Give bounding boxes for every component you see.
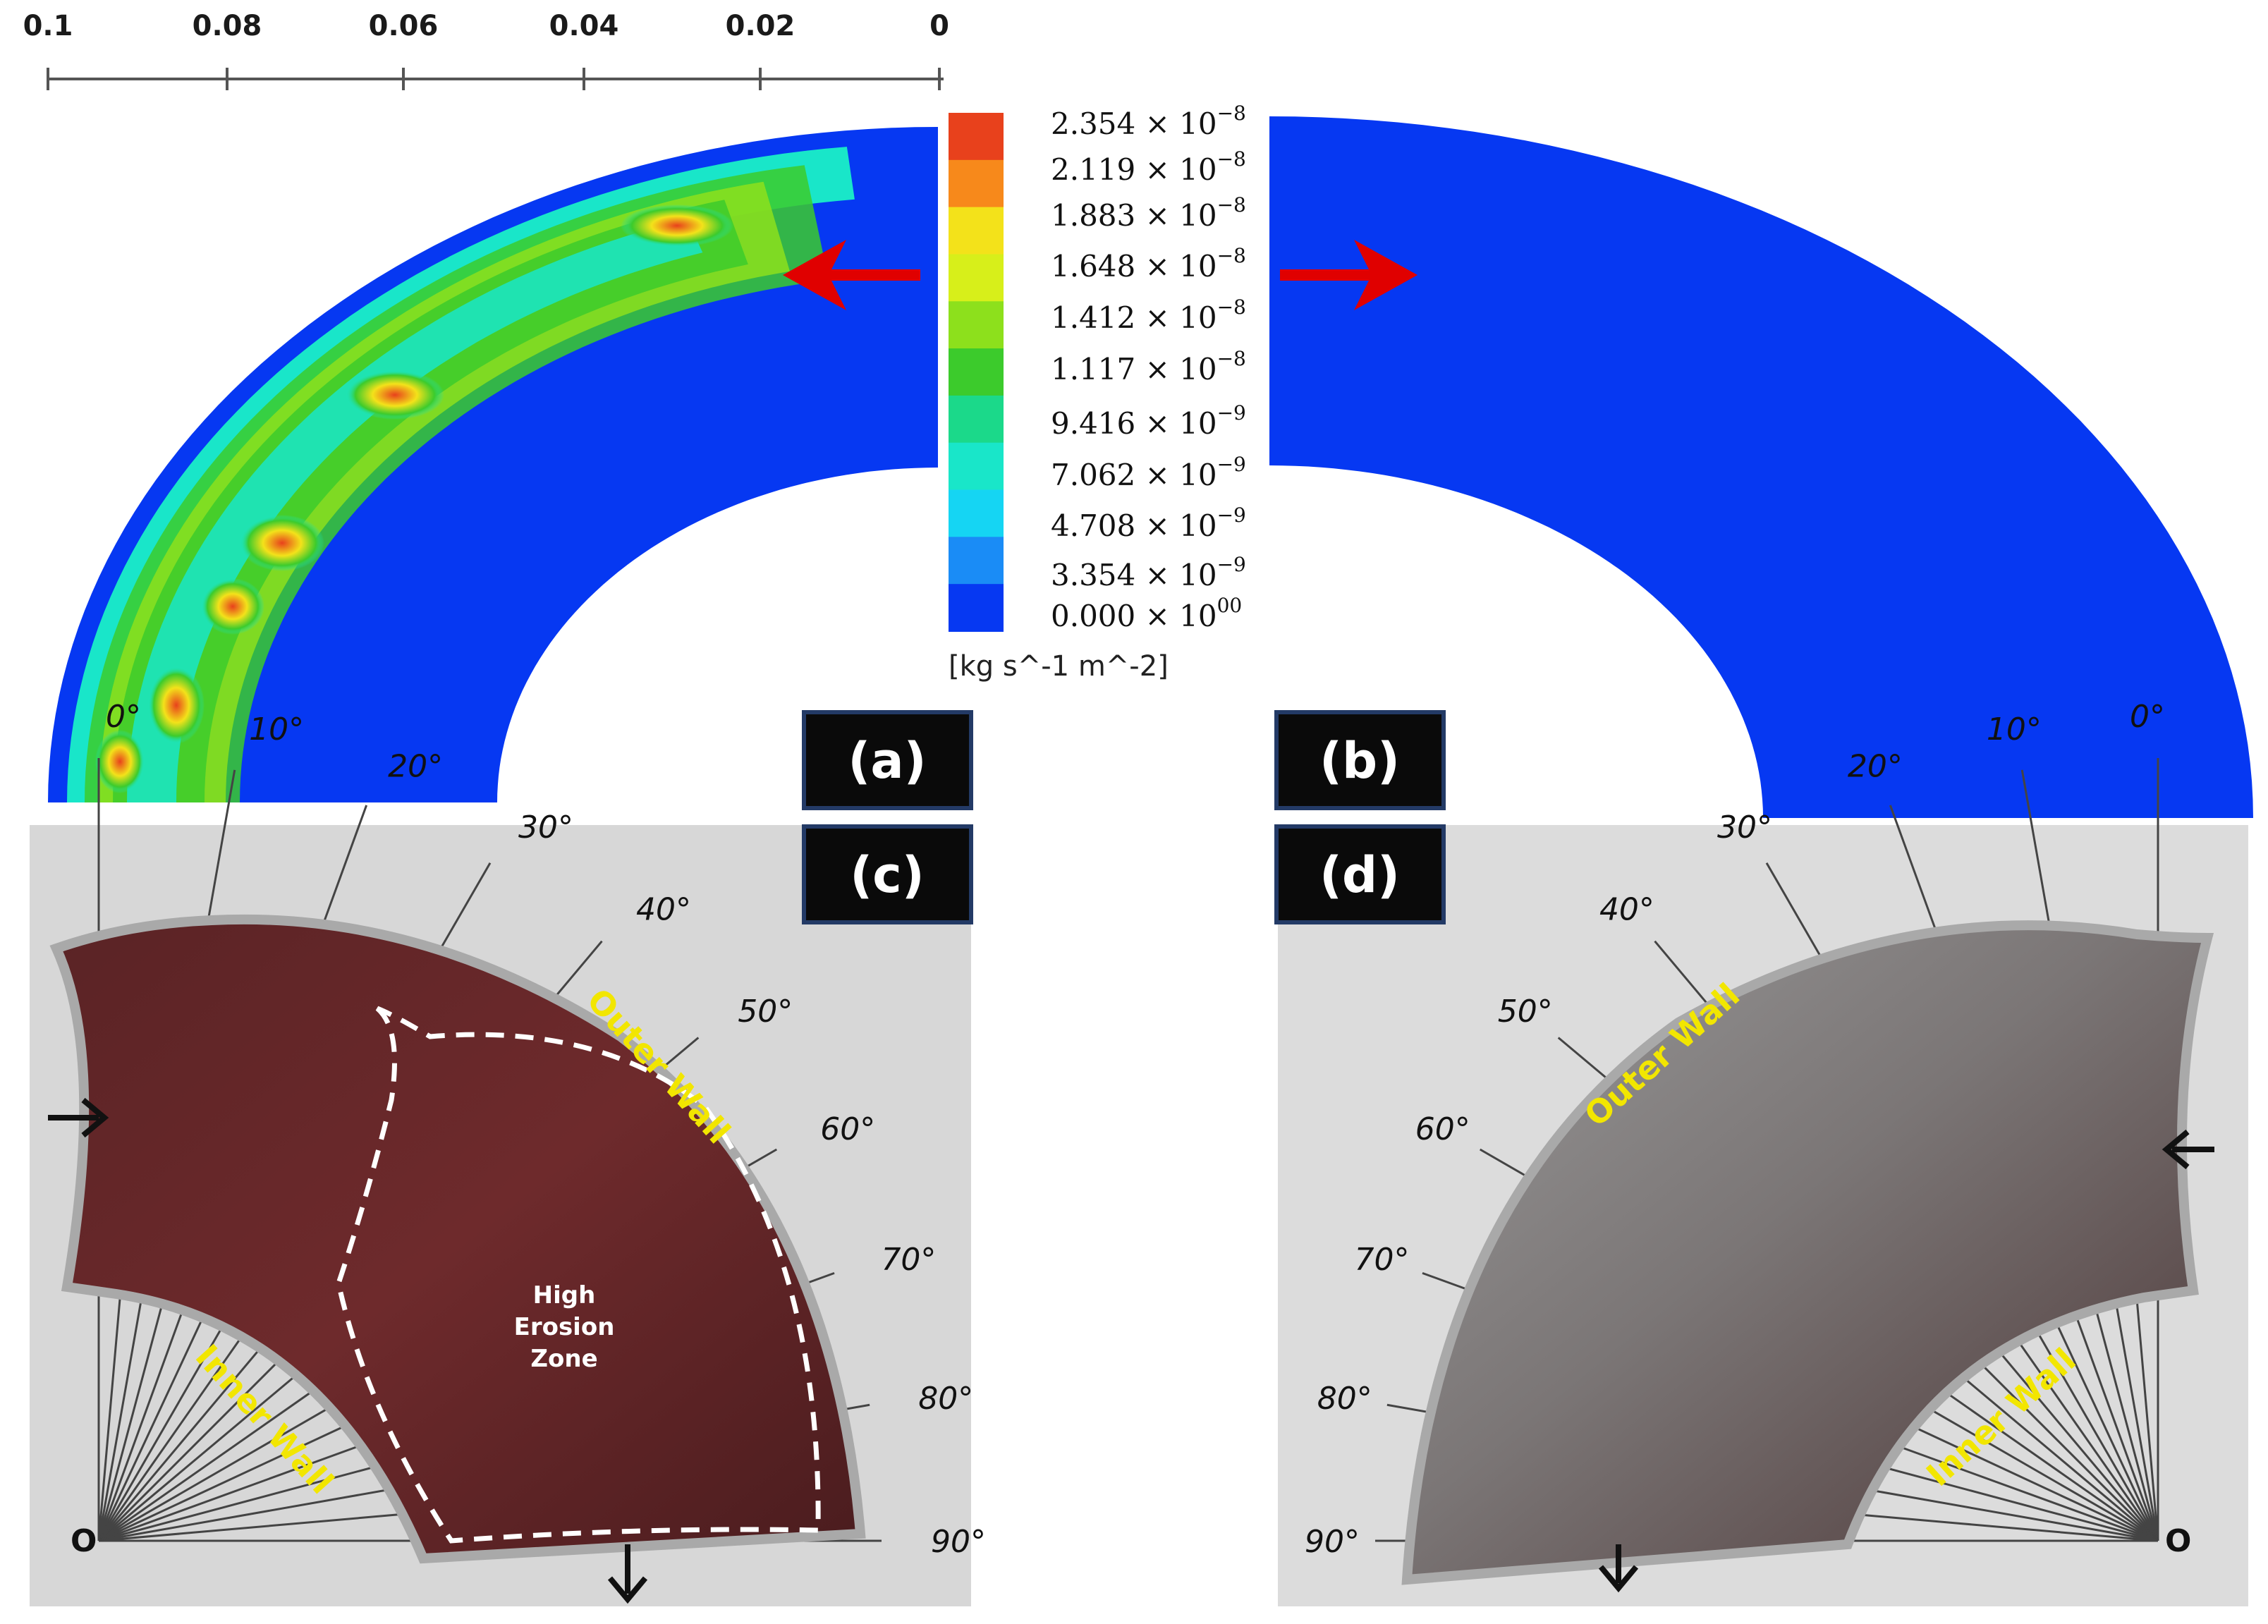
svg-text:(a): (a): [848, 732, 926, 790]
angle-label: 50°: [1498, 994, 1553, 1030]
zone-label-line1: High: [533, 1281, 596, 1309]
pipe-section-d: [1401, 920, 2214, 1585]
scale-tick-label: 0.08: [193, 10, 262, 42]
svg-text:(d): (d): [1319, 846, 1400, 904]
scale-tick-label: 0.04: [549, 10, 619, 42]
photo-c: 0° 10° 20° 30° 40° 50° 60° 70° 80° 90° High Erosi…: [30, 699, 986, 1606]
colorbar-swatch: [949, 395, 1004, 444]
angle-label: 90°: [931, 1524, 986, 1560]
angle-label: 50°: [738, 994, 793, 1030]
colorbar-label: 1.648 × 10−8: [1051, 244, 1246, 283]
erosion-contour-b: [1269, 116, 2253, 818]
colorbar-label: 7.062 × 10−9: [1051, 453, 1246, 492]
colorbar-label: 1.412 × 10−8: [1051, 295, 1246, 335]
inlet-arrow-icon: [2162, 1129, 2214, 1170]
scale-tick-label: 0.1: [23, 10, 73, 42]
colorbar-swatch: [949, 348, 1004, 396]
guide-line: [98, 1510, 429, 1542]
colorbar-swatch: [949, 537, 1004, 585]
angle-label: 20°: [1848, 749, 1903, 785]
colorbar-swatch: [949, 301, 1004, 350]
guide-line: [98, 1453, 420, 1542]
inlet-arrow-icon: [48, 1097, 109, 1138]
angle-label: 90°: [1305, 1524, 1360, 1560]
angle-label: 20°: [388, 749, 443, 785]
erosion-hotspot: [346, 370, 444, 420]
photo-d: 0°10°20°30°40°50°60°70°80°90° Outer Wall…: [1278, 699, 2248, 1606]
angle-label: 70°: [1355, 1242, 1410, 1278]
scale-tick-label: 0: [929, 10, 949, 42]
panel-label-b: (b): [1274, 710, 1446, 810]
panel-label-c: (c): [802, 824, 973, 924]
angle-label: 30°: [518, 810, 573, 845]
colorbar-label: 9.416 × 10−9: [1051, 401, 1246, 441]
guide-line: [1831, 1482, 2159, 1542]
erosion-hotspot: [240, 515, 324, 571]
scale-ticks: 0.1 0.08 0.06 0.04 0.02 0: [23, 10, 949, 90]
erosion-hotspot: [95, 730, 145, 793]
erosion-hotspot: [148, 666, 205, 744]
guide-line: [1827, 1510, 2159, 1542]
colorbar-labels: 2.354 × 10−8 2.119 × 10−8 1.883 × 10−8 1.64…: [1051, 102, 1246, 633]
angle-label: 10°: [249, 712, 304, 747]
colorbar-label: 1.117 × 10−8: [1051, 347, 1246, 386]
colorbar-swatch: [949, 159, 1004, 208]
colorbar-swatch: [949, 207, 1004, 255]
erosion-band-layer: [85, 165, 829, 802]
colorbar-label: 0.000 × 1000: [1051, 594, 1242, 633]
erosion-band: [67, 147, 855, 802]
svg-text:(b): (b): [1319, 732, 1400, 790]
guide-line: [98, 1482, 426, 1542]
zone-label-line2: Erosion: [514, 1313, 615, 1341]
colorbar-swatch: [949, 489, 1004, 538]
angle-label: 80°: [1317, 1381, 1372, 1417]
origin-label: O: [71, 1523, 97, 1559]
flow-arrow-icon: [783, 240, 920, 310]
angle-label: 70°: [881, 1242, 936, 1278]
colorbar-swatch: [949, 442, 1004, 491]
length-scale: 0.1 0.08 0.06 0.04 0.02 0: [23, 10, 949, 90]
colorbar-label: 1.883 × 10−8: [1051, 193, 1246, 233]
colorbar-label: 4.708 × 10−9: [1051, 503, 1246, 543]
scale-tick-label: 0.06: [369, 10, 439, 42]
colorbar-label: 2.354 × 10−8: [1051, 102, 1246, 141]
outlet-arrow-icon: [1598, 1544, 1639, 1593]
flow-arrow-icon: [1280, 240, 1418, 310]
origin-label: O: [2165, 1523, 2191, 1559]
panel-a-contour: [48, 127, 938, 802]
angle-label: 80°: [918, 1381, 973, 1417]
colorbar-label: 2.119 × 10−8: [1051, 147, 1246, 187]
colorbar-swatch: [949, 113, 1004, 161]
guide-line: [1837, 1453, 2159, 1542]
colorbar: 2.354 × 10−8 2.119 × 10−8 1.883 × 10−8 1.64…: [949, 102, 1246, 683]
angle-label: 30°: [1717, 810, 1772, 845]
angle-label: 60°: [1415, 1111, 1470, 1147]
colorbar-swatches: [949, 113, 1004, 632]
angle-label: 60°: [820, 1111, 875, 1147]
angle-label: 0°: [2130, 699, 2165, 735]
panel-b-contour: [1269, 116, 2253, 818]
erosion-hotspot: [201, 578, 264, 635]
scale-tick-label: 0.02: [726, 10, 795, 42]
angle-label: 40°: [1599, 892, 1654, 928]
angle-label: 0°: [106, 699, 141, 735]
erosion-band-layer: [127, 219, 703, 802]
angle-label: 10°: [1987, 712, 2042, 747]
svg-text:(c): (c): [850, 846, 924, 904]
high-erosion-zone-outline: [336, 1006, 821, 1544]
outlet-arrow-icon: [607, 1544, 648, 1604]
panel-label-a: (a): [802, 710, 973, 810]
angle-guide-line: [2020, 769, 2055, 951]
zone-label-line3: Zone: [530, 1345, 597, 1373]
angle-label: 40°: [636, 892, 691, 928]
colorbar-swatch: [949, 254, 1004, 303]
colorbar-swatch: [949, 584, 1004, 632]
colorbar-unit: [kg s^-1 m^-2]: [949, 650, 1169, 683]
panel-label-d: (d): [1274, 824, 1446, 924]
colorbar-label: 3.354 × 10−9: [1051, 553, 1246, 592]
erosion-hotspot: [621, 204, 733, 247]
